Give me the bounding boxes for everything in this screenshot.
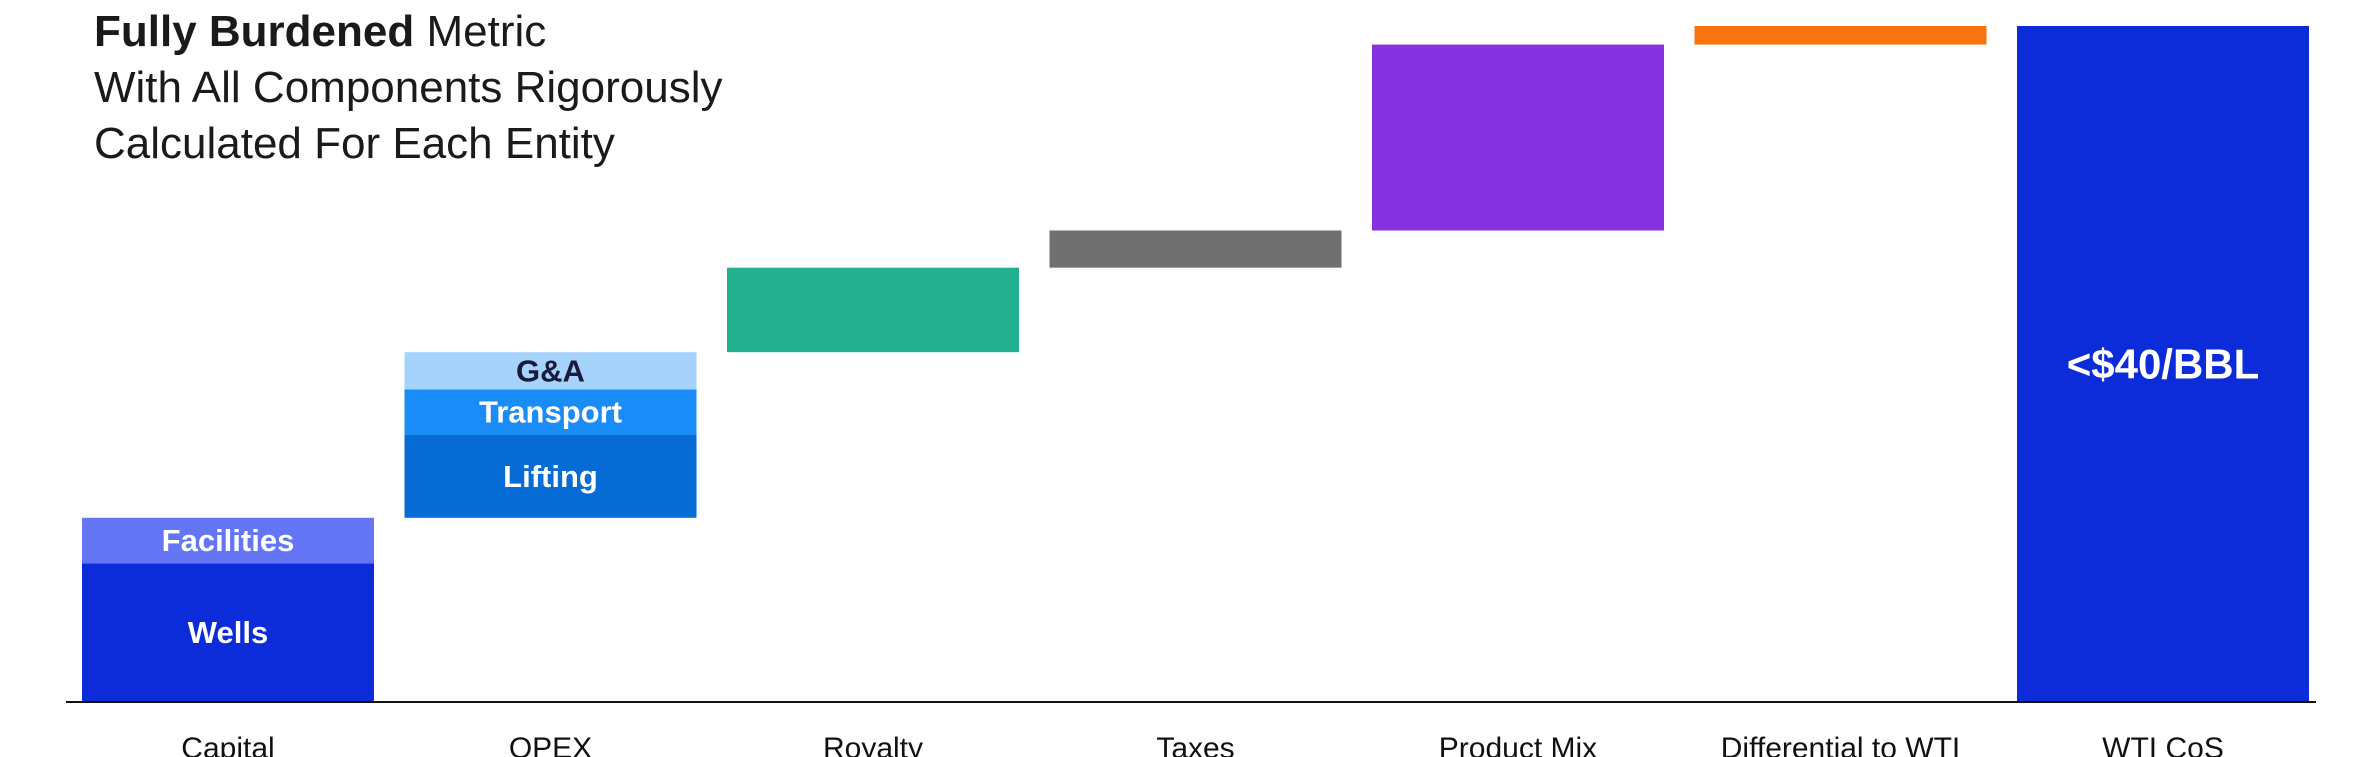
segment-label-lifting: Lifting	[503, 459, 598, 494]
bar-differential-to-wti-segment	[1694, 26, 1987, 45]
bar-opex-lifting-segment	[404, 434, 697, 518]
bars-layer: Wells Facilities Lifting Transport G&A <$40/B…	[82, 26, 2309, 702]
category-label-wti-cos: WTI CoS	[2102, 732, 2224, 757]
segment-label-g-a: G&A	[516, 353, 585, 388]
category-labels-layer: Capital OPEX Royalty Taxes Product Mix Differ…	[181, 732, 2224, 757]
title-line-1: Fully Burdened Metric	[94, 4, 722, 60]
bar-capital-wells-segment	[82, 563, 374, 702]
title-line-2: With All Components Rigorously	[94, 63, 723, 112]
category-label-product-mix: Product Mix	[1439, 732, 1597, 757]
bar-opex-transport-segment	[404, 389, 697, 435]
bar-wti-cos-40-bbl-segment	[2017, 26, 2309, 702]
bar-taxes-segment	[1049, 230, 1342, 268]
category-label-taxes: Taxes	[1156, 732, 1234, 757]
segment-label-facilities: Facilities	[162, 523, 295, 558]
title-line-3: Calculated For Each Entity	[94, 119, 615, 168]
bar-royalty-segment	[727, 267, 1019, 353]
title-bold: Fully Burdened	[94, 7, 415, 56]
bar-opex-g-a-segment	[404, 352, 697, 390]
category-label-capital: Capital	[181, 732, 274, 757]
category-label-differential-to-wti: Differential to WTI	[1721, 732, 1961, 757]
bar-capital-facilities-segment	[82, 517, 374, 564]
title-rest: Metric	[426, 7, 547, 56]
segment-label-transport: Transport	[479, 395, 622, 430]
category-label-royalty: Royalty	[823, 732, 923, 757]
segment-label-40-bbl: <$40/BBL	[2067, 341, 2260, 388]
chart-title: Fully Burdened Metric With All Component…	[94, 4, 722, 172]
category-label-opex: OPEX	[509, 732, 592, 757]
bar-product-mix-segment	[1372, 44, 1664, 231]
segment-label-wells: Wells	[188, 615, 268, 650]
